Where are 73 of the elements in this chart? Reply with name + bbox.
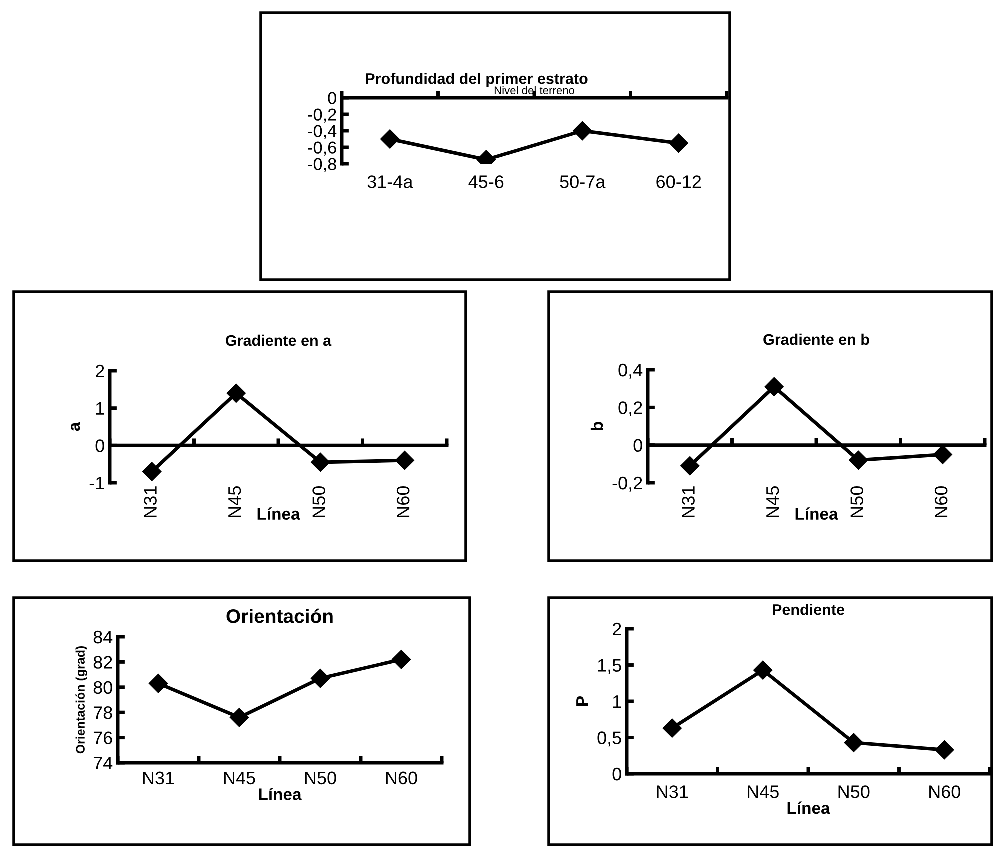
y-tick-label: 78	[94, 706, 112, 720]
point	[935, 740, 954, 760]
x-tick-label: N45	[228, 486, 242, 518]
chart-title: Orientación	[226, 608, 333, 624]
y-tick-label: 0,2	[618, 402, 642, 417]
y-tick-label: -1	[90, 477, 104, 490]
x-tick-label: 60-12	[656, 176, 702, 188]
y-tick-label: 1,5	[598, 659, 622, 674]
chart-title: Gradiente en b	[764, 334, 870, 346]
point	[311, 452, 330, 472]
x-axis-title: Línea	[788, 802, 830, 814]
y-tick-label: 1	[613, 696, 622, 708]
x-tick-label: N50	[312, 486, 326, 518]
point	[764, 377, 784, 396]
point	[662, 718, 682, 738]
y-tick-label: -0,2	[308, 108, 336, 123]
x-tick-label: N45	[766, 486, 780, 518]
x-tick-label: N45	[224, 772, 256, 785]
point	[142, 462, 162, 482]
x-tick-label: N60	[396, 486, 410, 518]
point	[849, 450, 868, 470]
point	[392, 650, 412, 670]
y-tick-label: 2	[613, 622, 622, 636]
x-axis-title: Línea	[258, 508, 300, 520]
point	[226, 384, 246, 403]
point	[680, 456, 700, 476]
point	[754, 660, 773, 680]
y-axis-title: b	[590, 422, 604, 430]
y-tick-label: 0	[328, 92, 336, 104]
y-tick-label: 74	[94, 757, 113, 770]
y-tick-label: 0,5	[598, 732, 622, 747]
x-tick-label: N50	[838, 786, 870, 798]
point	[933, 445, 952, 464]
chart-title: Gradiente en a	[226, 334, 332, 346]
chart-title: Profundidad del primer estrato	[366, 73, 588, 88]
y-tick-label: 0,4	[618, 364, 643, 379]
y-tick-label: 0	[634, 439, 642, 452]
point	[844, 733, 864, 752]
point	[395, 451, 414, 470]
y-axis-title: P	[576, 696, 588, 706]
x-tick-label: 45-6	[468, 176, 504, 188]
y-tick-label: 76	[94, 732, 112, 745]
y-tick-label: -0,8	[308, 158, 336, 172]
x-axis-title: Línea	[796, 508, 838, 520]
y-tick-label: -0,4	[308, 125, 337, 140]
point	[230, 708, 250, 728]
y-tick-label: -0,2	[612, 476, 642, 492]
y-axis-title: Orientación (grad)	[76, 646, 88, 754]
x-tick-label: N31	[682, 486, 695, 518]
point	[310, 669, 330, 688]
x-tick-label: N60	[934, 486, 948, 518]
point	[148, 674, 168, 694]
x-tick-label: 31-4a	[368, 176, 414, 188]
x-tick-label: N31	[657, 786, 688, 798]
y-tick-label: -0,6	[308, 142, 336, 156]
y-tick-label: 1	[96, 402, 104, 415]
y-axis-title: a	[71, 422, 80, 432]
x-axis-title: Línea	[259, 788, 302, 800]
x-tick-label: N31	[144, 486, 157, 518]
x-tick-label: N45	[748, 786, 779, 798]
y-tick-label: 0	[96, 440, 104, 452]
y-tick-label: 2	[96, 364, 104, 378]
y-tick-label: 80	[94, 681, 112, 694]
x-tick-label: N50	[850, 486, 864, 518]
x-tick-label: N31	[143, 772, 174, 785]
y-tick-label: 0	[612, 768, 622, 781]
x-tick-label: N60	[930, 786, 960, 798]
x-tick-label: 50-7a	[560, 176, 606, 188]
y-tick-label: 82	[94, 656, 112, 669]
chart-title: Pendiente	[773, 604, 844, 616]
x-tick-label: N50	[305, 772, 336, 785]
x-tick-label: N60	[386, 772, 418, 785]
y-tick-label: 84	[94, 630, 113, 644]
